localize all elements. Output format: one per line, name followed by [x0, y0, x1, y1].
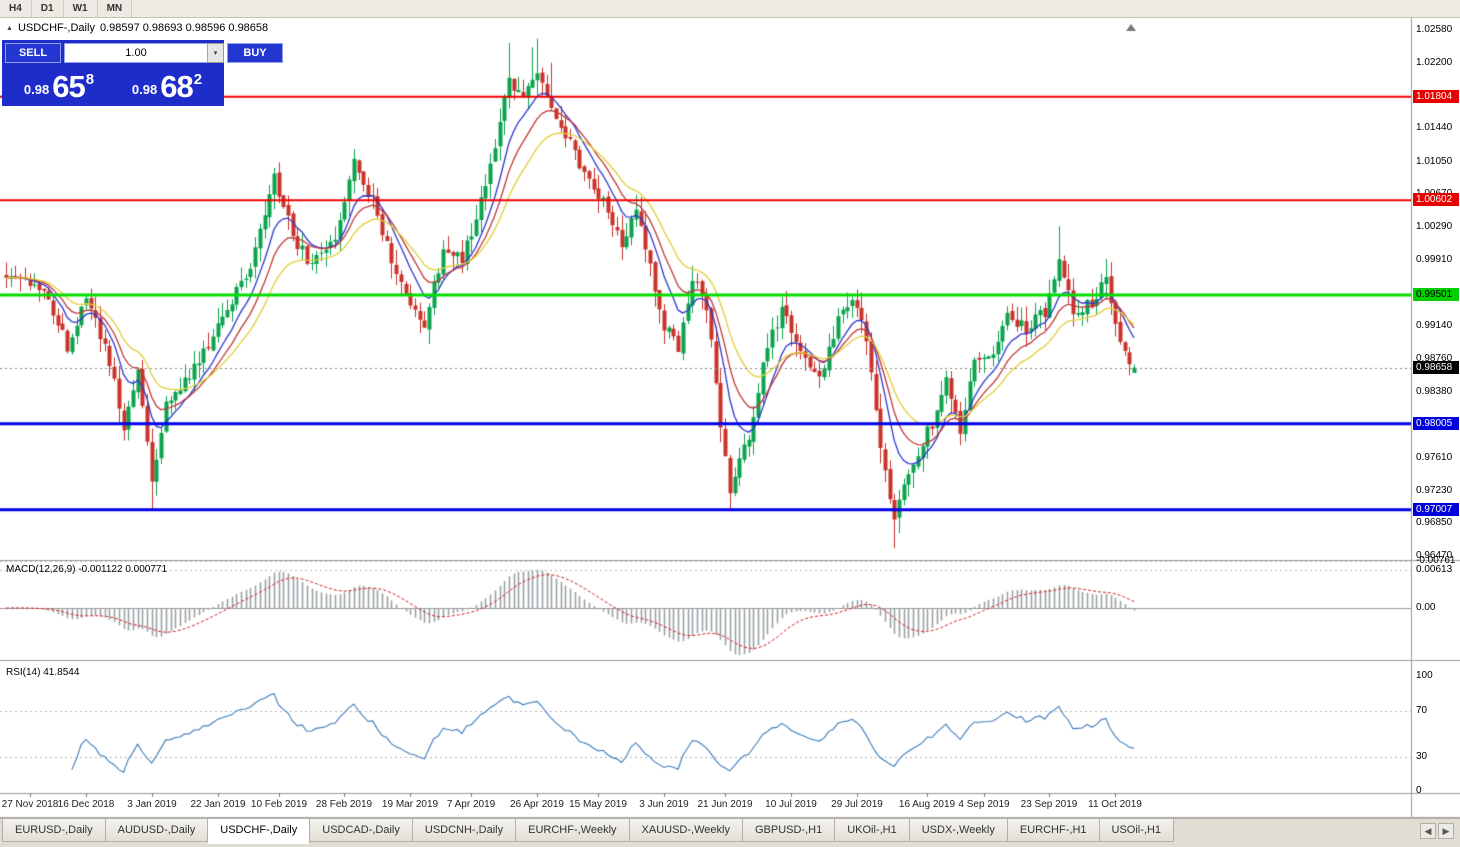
- chart-symbol-title: USDCHF-,Daily: [17, 22, 95, 34]
- buy-price-display[interactable]: 0.98 68 2: [113, 63, 221, 103]
- buy-price-pip-digit: 2: [193, 71, 203, 88]
- tab-gbpusd-h1[interactable]: GBPUSD-,H1: [742, 819, 836, 842]
- trade-prices-row: 0.98 65 8 0.98 68 2: [5, 63, 221, 103]
- tab-usdchf-daily[interactable]: USDCHF-,Daily: [208, 819, 311, 844]
- chevron-down-icon: ▾: [213, 50, 218, 57]
- arrow-left-icon: ◀: [1424, 826, 1432, 836]
- tab-eurchf-h1[interactable]: EURCHF-,H1: [1007, 819, 1100, 842]
- tab-scroll-controls: ◀ ▶: [1420, 819, 1460, 839]
- buy-price-big-digits: 68: [160, 69, 193, 104]
- sell-price-big-digits: 65: [52, 69, 85, 104]
- chart-tab-bar: EURUSD-,Daily AUDUSD-,Daily USDCHF-,Daily U…: [0, 818, 1460, 847]
- chart-ohlc-values: 0.98597 0.98693 0.98596 0.98658: [99, 22, 269, 34]
- buy-price-prefix: 0.98: [131, 82, 158, 97]
- tab-usdx-weekly[interactable]: USDX-,Weekly: [909, 819, 1008, 842]
- tab-ukoil-h1[interactable]: UKOil-,H1: [835, 819, 910, 842]
- chart-window-icon: ▲: [6, 24, 13, 32]
- timeframe-button-group: H4 D1 W1 MN: [0, 0, 133, 17]
- timeframe-button-w1[interactable]: W1: [64, 0, 98, 17]
- timeframe-button-h4[interactable]: H4: [0, 0, 32, 17]
- tab-usdcad-daily[interactable]: USDCAD-,Daily: [310, 819, 413, 842]
- tab-eurchf-weekly[interactable]: EURCHF-,Weekly: [516, 819, 630, 842]
- volume-input[interactable]: [64, 43, 208, 63]
- timeframe-toolbar: H4 D1 W1 MN: [0, 0, 1460, 18]
- tab-audusd-daily[interactable]: AUDUSD-,Daily: [105, 819, 209, 842]
- tab-scroll-right-button[interactable]: ▶: [1438, 823, 1454, 839]
- sell-price-prefix: 0.98: [23, 82, 50, 97]
- sell-button[interactable]: SELL: [5, 43, 61, 63]
- buy-button[interactable]: BUY: [227, 43, 283, 63]
- sell-price-display[interactable]: 0.98 65 8: [5, 63, 113, 103]
- sell-price-pip-digit: 8: [85, 71, 95, 88]
- volume-control: ▾: [64, 43, 224, 63]
- chart-title: ▲ USDCHF-,Daily 0.98597 0.98693 0.98596 …: [6, 22, 268, 34]
- tab-eurusd-daily[interactable]: EURUSD-,Daily: [2, 819, 106, 842]
- arrow-right-icon: ▶: [1442, 826, 1450, 836]
- timeframe-button-mn[interactable]: MN: [98, 0, 133, 17]
- date-axis[interactable]: [0, 794, 1412, 817]
- price-axis[interactable]: [1412, 18, 1460, 818]
- tab-usoil-h1[interactable]: USOil-,H1: [1099, 819, 1175, 842]
- volume-dropdown-button[interactable]: ▾: [208, 43, 224, 63]
- tab-scroll-left-button[interactable]: ◀: [1420, 823, 1436, 839]
- tab-xauusd-weekly[interactable]: XAUUSD-,Weekly: [629, 819, 743, 842]
- timeframe-button-d1[interactable]: D1: [32, 0, 64, 17]
- trade-controls-row: SELL ▾ BUY: [5, 43, 283, 63]
- one-click-trading-panel: SELL ▾ BUY 0.98 65 8 0.98 68 2: [2, 40, 283, 106]
- tab-usdcnh-daily[interactable]: USDCNH-,Daily: [412, 819, 517, 842]
- chart-tabs: EURUSD-,Daily AUDUSD-,Daily USDCHF-,Daily U…: [0, 819, 1175, 844]
